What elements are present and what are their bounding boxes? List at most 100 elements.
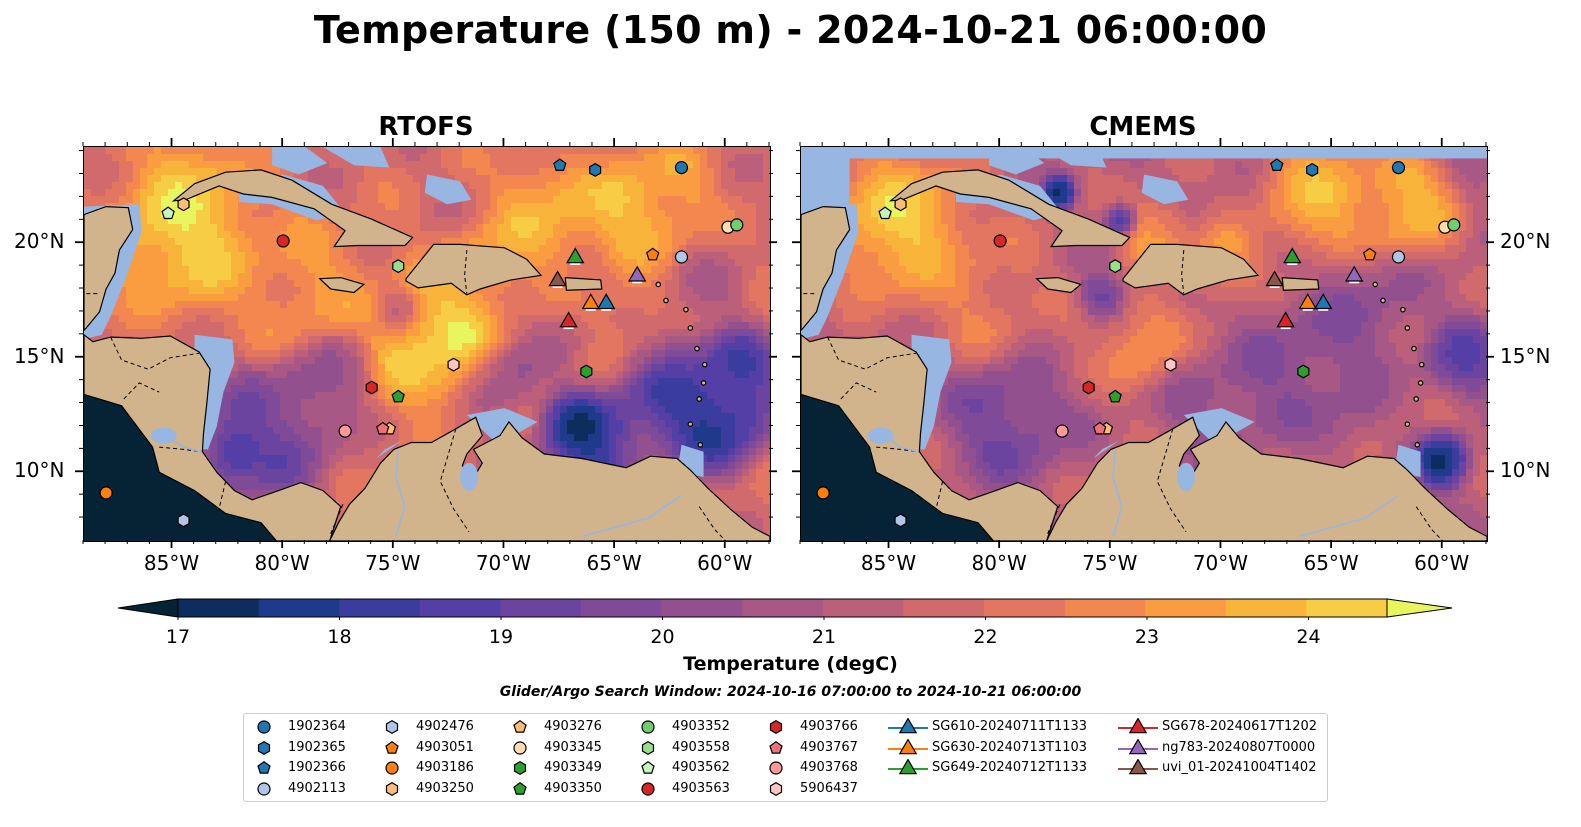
river [1298, 494, 1399, 538]
land-hispaniola [405, 243, 543, 296]
argo-float-4903352[interactable] [730, 218, 744, 232]
legend-label: 4903250 [416, 780, 474, 796]
glider-SG678-20240617T1202[interactable] [559, 311, 578, 328]
legend-glyph[interactable] [769, 740, 783, 754]
glider-SG678-20240617T1202[interactable] [1276, 311, 1295, 328]
legend-glyph[interactable] [769, 720, 783, 734]
argo-float-4903767[interactable] [376, 421, 390, 435]
island [687, 325, 694, 331]
x-tick-label: 85°W [860, 551, 917, 575]
legend-label: uvi_01-20241004T1402 [1162, 760, 1317, 775]
argo-float-4903051[interactable] [645, 247, 660, 261]
land-jamaica [318, 276, 366, 294]
legend-marker-pentagon-icon [641, 760, 655, 774]
legend-glyph[interactable] [1128, 738, 1148, 754]
legend-glyph[interactable] [513, 761, 527, 775]
legend-glyph[interactable] [769, 761, 783, 775]
legend-glyph[interactable] [1128, 759, 1148, 775]
argo-float-1902366[interactable] [553, 158, 567, 171]
panel-title-cmems: CMEMS [1089, 112, 1197, 142]
legend-glyph[interactable] [641, 720, 655, 734]
argo-float-4903766[interactable] [365, 380, 378, 395]
argo-float-4903562[interactable] [878, 206, 892, 220]
argo-float-4902476[interactable] [177, 513, 190, 528]
argo-float-1902366[interactable] [1270, 158, 1284, 171]
argo-float-4903350[interactable] [391, 389, 405, 403]
argo-float-4902113[interactable] [674, 250, 689, 264]
shelf-area [1040, 147, 1107, 168]
legend-glyph[interactable] [385, 761, 399, 775]
legend-glyph[interactable] [898, 738, 918, 754]
argo-float-4903250[interactable] [177, 197, 190, 212]
legend-label: 1902365 [288, 739, 346, 755]
legend-glyph[interactable] [641, 760, 655, 774]
argo-float-4903349[interactable] [1297, 364, 1310, 379]
island [683, 306, 689, 313]
country-border [464, 250, 468, 294]
glider-uvi_01-20241004T1402[interactable] [1265, 270, 1284, 287]
legend-label: SG678-20240617T1202 [1162, 719, 1318, 734]
argo-float-4903558[interactable] [1109, 259, 1122, 274]
legend-label: 4903276 [544, 719, 602, 734]
argo-float-5906437[interactable] [447, 357, 460, 372]
argo-float-4903563[interactable] [993, 234, 1007, 248]
shelf-area [466, 408, 538, 445]
argo-float-4903558[interactable] [392, 259, 405, 274]
argo-float-4902113[interactable] [1391, 250, 1406, 264]
land-centralamerica [801, 334, 1059, 541]
argo-float-1902364[interactable] [674, 161, 689, 175]
legend-glyph[interactable] [257, 760, 271, 774]
legend-marker-hexagon-icon [385, 781, 399, 796]
argo-float-4903767[interactable] [1093, 421, 1107, 435]
legend-glyph[interactable] [641, 781, 655, 796]
glider-ng783-20240807T0000[interactable] [1344, 265, 1364, 282]
rtofs-map[interactable] [83, 146, 771, 542]
argo-float-1902364[interactable] [1391, 161, 1406, 175]
argo-float-4903350[interactable] [1108, 389, 1122, 403]
glider-SG630-20240713T1103[interactable] [581, 293, 600, 310]
argo-float-4903562[interactable] [161, 206, 175, 220]
argo-float-4903051[interactable] [1362, 247, 1377, 261]
legend-label: 4903051 [416, 739, 474, 755]
argo-float-4903563[interactable] [276, 234, 290, 248]
glider-SG649-20240712T1133[interactable] [1283, 247, 1302, 264]
legend-label: SG649-20240712T1133 [932, 760, 1088, 775]
legend-glyph[interactable] [257, 720, 271, 734]
legend-glyph[interactable] [385, 781, 399, 796]
glider-ng783-20240807T0000[interactable] [627, 265, 647, 282]
glider-SG649-20240712T1133[interactable] [566, 247, 585, 264]
legend-glyph[interactable] [513, 719, 527, 733]
legend-glyph[interactable] [898, 718, 918, 734]
glider-SG630-20240713T1103[interactable] [1298, 293, 1317, 310]
legend-glyph[interactable] [641, 740, 655, 755]
country-border [827, 336, 917, 370]
argo-float-4903768[interactable] [338, 424, 352, 438]
argo-float-4903349[interactable] [580, 364, 593, 379]
argo-float-5906437[interactable] [1164, 357, 1177, 372]
land-puertorico [1281, 276, 1320, 291]
argo-float-4903768[interactable] [1055, 424, 1069, 438]
argo-float-4903250[interactable] [894, 197, 907, 212]
country-border [935, 481, 944, 510]
legend-glyph[interactable] [257, 740, 271, 755]
legend-glyph[interactable] [513, 781, 527, 795]
legend-glyph[interactable] [1128, 718, 1148, 734]
argo-float-1902365[interactable] [589, 162, 602, 177]
legend-glyph[interactable] [257, 781, 271, 796]
island [1411, 345, 1417, 352]
argo-float-4902476[interactable] [894, 513, 907, 528]
glider-uvi_01-20241004T1402[interactable] [548, 270, 567, 287]
argo-float-4903186[interactable] [99, 486, 113, 500]
argo-float-4903766[interactable] [1082, 380, 1095, 395]
argo-float-1902365[interactable] [1306, 162, 1319, 177]
argo-float-4903186[interactable] [816, 486, 830, 500]
cmems-map[interactable] [800, 146, 1488, 542]
legend-glyph[interactable] [385, 740, 399, 754]
legend-glyph[interactable] [769, 781, 783, 796]
legend-glyph[interactable] [385, 720, 399, 734]
legend-glyph[interactable] [513, 740, 527, 755]
glider-SG610-20240711T1133[interactable] [597, 293, 616, 310]
argo-float-4903352[interactable] [1447, 218, 1461, 232]
legend-glyph[interactable] [898, 759, 918, 775]
glider-SG610-20240711T1133[interactable] [1314, 293, 1333, 310]
